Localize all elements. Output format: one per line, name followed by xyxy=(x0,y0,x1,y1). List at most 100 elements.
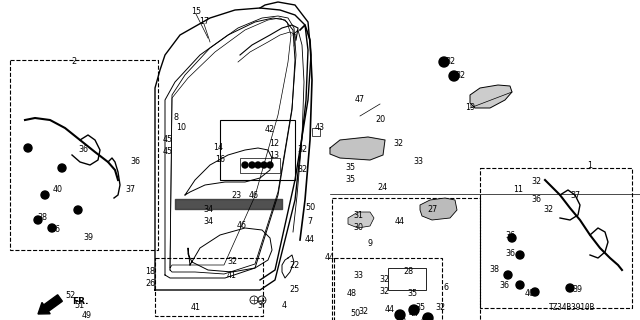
Text: 32: 32 xyxy=(379,276,389,284)
Text: 32: 32 xyxy=(445,58,455,67)
Circle shape xyxy=(242,162,248,168)
Text: 34: 34 xyxy=(203,205,213,214)
Text: 40: 40 xyxy=(525,290,535,299)
Text: 37: 37 xyxy=(570,191,580,201)
Text: 46: 46 xyxy=(237,221,247,230)
Text: 9: 9 xyxy=(367,239,372,249)
Text: 32: 32 xyxy=(379,287,389,297)
Text: 1: 1 xyxy=(588,162,593,171)
Circle shape xyxy=(41,191,49,199)
Text: 35: 35 xyxy=(345,164,355,172)
Bar xyxy=(10,60,158,250)
Text: 35: 35 xyxy=(407,290,417,299)
Text: 36: 36 xyxy=(505,250,515,259)
Text: 38: 38 xyxy=(489,266,499,275)
Text: 15: 15 xyxy=(191,7,201,17)
Text: 45: 45 xyxy=(163,135,173,145)
Text: 44: 44 xyxy=(325,253,335,262)
Text: 30: 30 xyxy=(353,223,363,233)
Text: 12: 12 xyxy=(269,139,279,148)
Text: 25: 25 xyxy=(289,285,299,294)
Text: 44: 44 xyxy=(305,236,315,244)
Text: 36: 36 xyxy=(78,146,88,155)
Text: 32: 32 xyxy=(435,303,445,313)
Text: 44: 44 xyxy=(409,309,419,318)
Circle shape xyxy=(255,162,261,168)
Polygon shape xyxy=(330,137,385,160)
Text: 23: 23 xyxy=(231,191,241,201)
Text: 48: 48 xyxy=(347,290,357,299)
Text: 44: 44 xyxy=(421,316,431,320)
Bar xyxy=(388,268,426,290)
Text: 36: 36 xyxy=(499,282,509,291)
Text: 6: 6 xyxy=(444,284,449,292)
Circle shape xyxy=(261,162,267,168)
Text: TZ34B3910B: TZ34B3910B xyxy=(549,303,595,313)
Bar xyxy=(220,120,295,180)
Text: 47: 47 xyxy=(355,95,365,105)
Text: 11: 11 xyxy=(513,186,523,195)
Text: 32: 32 xyxy=(531,178,541,187)
Text: 22: 22 xyxy=(289,260,299,269)
Circle shape xyxy=(504,271,512,279)
Bar xyxy=(312,128,320,136)
Text: 24: 24 xyxy=(377,183,387,193)
Text: 41: 41 xyxy=(191,303,201,313)
Text: 36: 36 xyxy=(130,157,140,166)
Text: 33: 33 xyxy=(353,271,363,281)
Text: 4: 4 xyxy=(282,300,287,309)
Polygon shape xyxy=(420,198,457,220)
Text: 33: 33 xyxy=(413,157,423,166)
Bar xyxy=(155,258,263,316)
Text: 10: 10 xyxy=(176,124,186,132)
Text: 2: 2 xyxy=(72,58,77,67)
Circle shape xyxy=(531,288,539,296)
Text: 32: 32 xyxy=(543,205,553,214)
Circle shape xyxy=(516,251,524,259)
Text: 44: 44 xyxy=(385,306,395,315)
Polygon shape xyxy=(348,212,374,228)
Text: 7: 7 xyxy=(307,218,312,227)
Text: 35: 35 xyxy=(415,303,425,313)
Text: 39: 39 xyxy=(572,285,582,294)
Text: 3: 3 xyxy=(257,300,262,309)
Bar xyxy=(480,168,632,308)
Text: 5: 5 xyxy=(401,316,406,320)
Circle shape xyxy=(267,162,273,168)
Circle shape xyxy=(58,164,66,172)
Text: 40: 40 xyxy=(53,186,63,195)
Circle shape xyxy=(249,162,255,168)
Circle shape xyxy=(34,216,42,224)
Circle shape xyxy=(423,313,433,320)
Text: 50: 50 xyxy=(305,204,315,212)
Text: 13: 13 xyxy=(269,150,279,159)
Bar xyxy=(334,258,442,320)
Text: 52: 52 xyxy=(65,292,75,300)
Circle shape xyxy=(409,305,419,315)
Text: 16: 16 xyxy=(215,156,225,164)
Text: 35: 35 xyxy=(345,175,355,185)
Circle shape xyxy=(48,224,56,232)
Text: 44: 44 xyxy=(395,218,405,227)
Text: 50: 50 xyxy=(350,309,360,318)
Text: 32: 32 xyxy=(227,258,237,267)
Text: 32: 32 xyxy=(297,146,307,155)
Text: 18: 18 xyxy=(145,268,155,276)
Text: 28: 28 xyxy=(403,268,413,276)
Text: 45: 45 xyxy=(163,148,173,156)
Text: 51: 51 xyxy=(74,301,84,310)
Text: 39: 39 xyxy=(83,234,93,243)
Circle shape xyxy=(508,234,516,242)
Text: 8: 8 xyxy=(173,114,179,123)
Text: 32: 32 xyxy=(455,71,465,81)
Text: 46: 46 xyxy=(249,191,259,201)
Text: 26: 26 xyxy=(145,279,155,289)
Text: 27: 27 xyxy=(427,205,437,214)
Text: 32: 32 xyxy=(297,165,307,174)
Text: 36: 36 xyxy=(50,226,60,235)
Bar xyxy=(240,158,280,173)
Text: 37: 37 xyxy=(125,186,135,195)
Text: 17: 17 xyxy=(199,18,209,27)
Circle shape xyxy=(74,206,82,214)
Text: 20: 20 xyxy=(375,116,385,124)
